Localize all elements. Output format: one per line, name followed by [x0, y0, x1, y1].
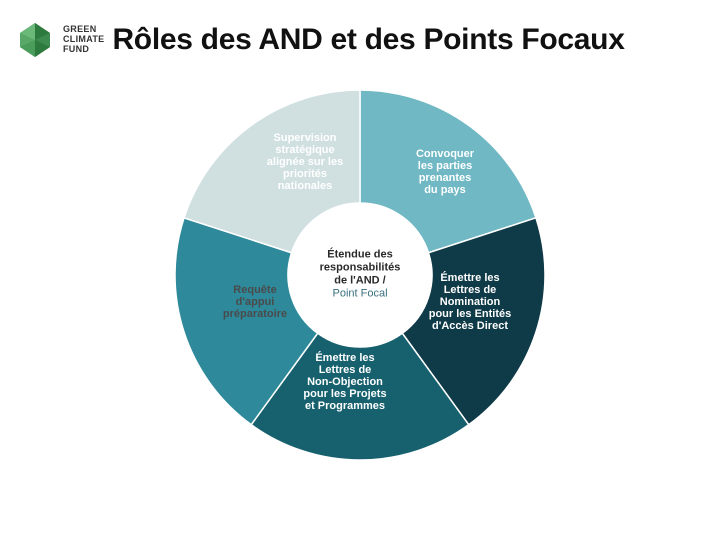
page-title: Rôles des AND et des Points Focaux [112, 23, 624, 57]
donut-chart-container: Supervisionstratégiquealignée sur lespri… [0, 75, 720, 475]
gcf-logo: GREEN CLIMATE FUND [15, 20, 104, 60]
logo-line3: FUND [63, 45, 104, 55]
slice-label-emettre-nomination: Émettre lesLettres deNominationpour les … [429, 271, 512, 332]
donut-chart: Supervisionstratégiquealignée sur lespri… [160, 75, 560, 475]
slice-label-emettre-non-objection: Émettre lesLettres deNon-Objectionpour l… [303, 351, 386, 412]
header: GREEN CLIMATE FUND Rôles des AND et des … [0, 0, 720, 60]
geodesic-icon [15, 20, 55, 60]
slice-label-supervision: Supervisionstratégiquealignée sur lespri… [267, 132, 343, 192]
logo-text: GREEN CLIMATE FUND [63, 25, 104, 55]
